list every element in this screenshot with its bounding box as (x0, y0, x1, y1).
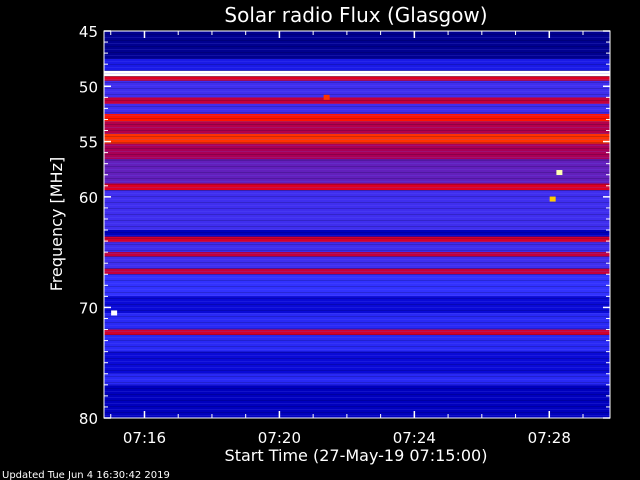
y-tick-label: 45 (79, 23, 98, 41)
x-tick-label: 07:28 (528, 429, 571, 447)
noise-texture (104, 31, 610, 416)
frequency-band (104, 296, 610, 313)
frequency-band (104, 274, 610, 297)
x-tick-label: 07:20 (258, 429, 301, 447)
frequency-band (104, 236, 610, 243)
y-tick-label: 60 (79, 189, 98, 207)
frequency-band (104, 242, 610, 253)
frequency-band (104, 351, 610, 374)
frequency-band (104, 58, 610, 71)
y-tick-label: 70 (79, 299, 98, 317)
frequency-band (104, 113, 610, 122)
burst-event (556, 170, 563, 176)
frequency-band (104, 31, 610, 59)
frequency-band (104, 103, 610, 114)
burst-event (111, 310, 118, 316)
frequency-band (104, 335, 610, 352)
frequency-band (104, 252, 610, 257)
frequency-band (104, 256, 610, 269)
frequency-band (104, 133, 610, 144)
x-tick-label: 07:24 (393, 429, 436, 447)
plot-frame (103, 30, 611, 419)
frequency-band (104, 76, 610, 81)
x-axis: 07:16 07:20 07:24 07:28 (110, 31, 584, 447)
frequency-band (104, 97, 610, 104)
y-tick-label: 50 (79, 78, 98, 96)
plot-area (103, 30, 611, 419)
frequency-band (104, 190, 610, 231)
frequency-band (104, 268, 610, 275)
y-tick-label: 55 (79, 134, 98, 152)
frequency-band (104, 373, 610, 385)
y-axis-label: Frequency [MHz] (47, 157, 66, 291)
frequency-band (104, 143, 610, 160)
frequency-band (104, 121, 610, 134)
y-axis: 45 50 55 60 70 80 (79, 23, 610, 428)
x-axis-label: Start Time (27-May-19 07:15:00) (225, 446, 488, 465)
frequency-band (104, 230, 610, 237)
frequency-band (104, 312, 610, 330)
update-timestamp: Updated Tue Jun 4 16:30:42 2019 (2, 470, 170, 480)
burst-event (549, 196, 556, 202)
frequency-band (104, 70, 610, 77)
burst-event (323, 94, 330, 100)
frequency-band (104, 80, 610, 98)
chart-title: Solar radio Flux (Glasgow) (224, 3, 487, 27)
frequency-band (104, 183, 610, 191)
x-tick-label: 07:16 (123, 429, 166, 447)
frequency-band (104, 329, 610, 336)
y-tick-label: 80 (79, 410, 98, 428)
frequency-band (104, 159, 610, 184)
frequency-band (104, 384, 610, 418)
